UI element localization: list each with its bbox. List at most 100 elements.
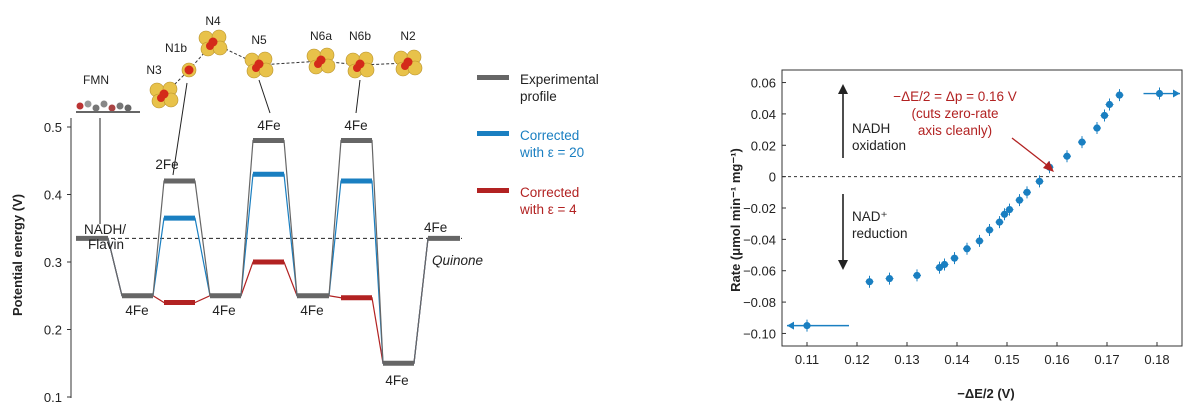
- level-label-quinone: 4Fe: [424, 220, 447, 235]
- right-x-tick-label: 0.11: [795, 352, 819, 367]
- region-label-nad: NAD⁺: [852, 209, 888, 224]
- left-y-axis-label: Potential energy (V): [10, 194, 25, 316]
- fmn-atom: [124, 104, 132, 112]
- cluster-label: N5: [251, 33, 267, 47]
- data-point: [885, 274, 894, 283]
- data-point: [803, 322, 811, 330]
- right-x-tick-label: 0.14: [944, 352, 969, 367]
- profile-connector-line-1: [76, 173, 460, 364]
- data-point: [913, 271, 921, 280]
- level-label-4fe-n4: 4Fe: [212, 303, 235, 318]
- legend-label-corrected4-2: with ε = 4: [519, 202, 577, 217]
- cluster-label: N6a: [310, 29, 332, 43]
- fe-s-cluster: [244, 51, 274, 79]
- right-x-tick-label: 0.18: [1144, 352, 1169, 367]
- arrow-head: [787, 321, 794, 330]
- cluster-label: N6b: [349, 29, 371, 43]
- fe-s-cluster: [149, 81, 179, 109]
- region-label-reduction: reduction: [852, 226, 908, 241]
- region-label-oxidation: oxidation: [852, 138, 906, 153]
- fe-s-cluster: [198, 29, 228, 57]
- legend-label-experimental-2: profile: [520, 89, 557, 104]
- arrow-head: [1173, 89, 1180, 98]
- data-point: [1023, 188, 1031, 196]
- region-label-nadh: NADH: [852, 121, 890, 136]
- cluster-label: N3: [146, 63, 162, 77]
- right-y-tick-label: −0.06: [743, 264, 776, 279]
- data-point: [975, 237, 984, 245]
- iron-atom: [206, 42, 214, 50]
- data-point: [1005, 205, 1014, 214]
- right-x-tick-label: 0.12: [844, 352, 869, 367]
- right-y-tick-label: 0.06: [751, 76, 776, 91]
- data-point: [985, 226, 994, 234]
- data-point: [950, 254, 959, 262]
- iron-atom: [314, 60, 322, 68]
- right-y-tick-label: −0.02: [743, 201, 776, 216]
- annotation-line-3: axis cleanly): [918, 123, 992, 138]
- legend-swatch-experimental: [477, 75, 509, 80]
- right-y-tick-label: −0.10: [743, 326, 776, 341]
- right-x-tick-label: 0.13: [894, 352, 919, 367]
- left-y-tick-label: 0.4: [44, 188, 62, 203]
- left-y-tick-label: 0.1: [44, 390, 62, 403]
- fmn-molecule: [76, 100, 140, 113]
- data-point: [865, 278, 874, 286]
- legend-label-corrected20-2: with ε = 20: [519, 145, 584, 160]
- level-label-flavin: Flavin: [88, 237, 124, 252]
- cluster-label: N1b: [165, 41, 187, 55]
- cluster-label: N2: [400, 29, 416, 43]
- data-point: [1063, 152, 1071, 160]
- legend-swatch-corrected-20: [477, 131, 509, 136]
- right-y-axis-label: Rate (μmol min⁻¹ mg⁻¹): [728, 148, 743, 292]
- fmn-atom: [76, 102, 84, 110]
- legend-swatch-corrected-4: [477, 188, 509, 193]
- cluster-leader-line: [258, 79, 271, 114]
- energy-profile-panel: Potential energy (V) 0.1 0.2 0.3 0.4 0.5 FMN…: [10, 14, 599, 403]
- level-label-2fe: 2Fe: [155, 157, 178, 172]
- level-label-nadh: NADH/: [84, 222, 126, 237]
- level-label-4fe-n6b: 4Fe: [344, 118, 367, 133]
- data-point: [963, 245, 971, 253]
- fmn-atom: [84, 100, 92, 108]
- data-point: [1100, 111, 1109, 120]
- fe-s-cluster: [345, 51, 375, 79]
- level-label-4fe-n6a: 4Fe: [300, 303, 323, 318]
- right-x-tick-label: 0.17: [1094, 352, 1119, 367]
- annotation-line-2: (cuts zero-rate: [911, 106, 998, 121]
- iron-atom: [184, 65, 194, 75]
- left-y-tick-label: 0.3: [44, 255, 62, 270]
- cluster-leader-line: [172, 82, 188, 176]
- data-point: [1115, 91, 1124, 99]
- left-y-tick-label: 0.2: [44, 323, 62, 338]
- level-label-4fe-n2: 4Fe: [385, 373, 408, 388]
- reduction-arrow: [838, 194, 848, 270]
- cluster-label: FMN: [83, 73, 109, 87]
- right-y-tick-label: 0.04: [751, 107, 776, 122]
- profile-connector-line-2: [76, 237, 460, 364]
- data-point: [1093, 124, 1101, 132]
- iron-atom: [353, 64, 361, 72]
- level-label-4fe-n5: 4Fe: [257, 118, 280, 133]
- legend-label-corrected4-1: Corrected: [520, 185, 579, 200]
- right-x-tick-label: 0.16: [1044, 352, 1069, 367]
- right-y-tick-label: 0.02: [751, 138, 776, 153]
- iron-atom: [252, 64, 260, 72]
- fmn-atom: [108, 104, 116, 112]
- level-label-4fe-n3: 4Fe: [125, 303, 148, 318]
- legend: Experimental profile Corrected with ε = …: [477, 72, 599, 217]
- data-point: [940, 260, 949, 269]
- right-y-tick-label: −0.04: [743, 232, 776, 247]
- data-point: [1015, 196, 1024, 204]
- fe-s-cluster: [181, 62, 197, 78]
- level-label-delta-p: Quinone: [432, 253, 483, 268]
- data-point: [1035, 177, 1044, 185]
- right-y-tick-label: 0: [769, 170, 776, 185]
- rate-panel: Rate (μmol min⁻¹ mg⁻¹) −ΔE/2 (V) 0.06 0.0…: [728, 69, 1183, 401]
- right-x-tick-label: 0.15: [994, 352, 1019, 367]
- fmn-atom: [92, 104, 100, 112]
- fmn-atom: [100, 100, 108, 108]
- fe-s-cluster: [306, 47, 336, 75]
